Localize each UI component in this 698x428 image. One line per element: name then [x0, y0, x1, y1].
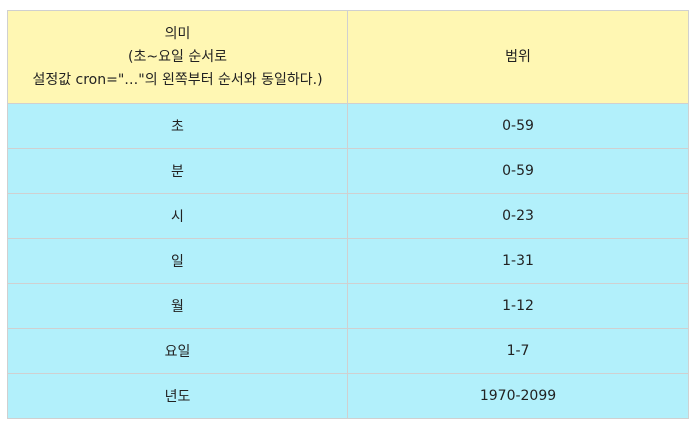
row-range: 0-59 — [347, 103, 689, 149]
table-row: 시 0-23 — [7, 193, 689, 239]
row-range: 0-59 — [347, 148, 689, 194]
table-row: 월 1-12 — [7, 283, 689, 329]
header-meaning: 의미 (초~요일 순서로 설정값 cron="…"의 왼쪽부터 순서와 동일하다… — [7, 10, 348, 104]
row-meaning: 일 — [7, 238, 348, 284]
row-meaning: 년도 — [7, 373, 348, 419]
header-meaning-line-1: 의미 — [164, 25, 191, 42]
row-meaning: 월 — [7, 283, 348, 329]
table-row: 분 0-59 — [7, 148, 689, 194]
cron-fields-table: 의미 (초~요일 순서로 설정값 cron="…"의 왼쪽부터 순서와 동일하다… — [7, 10, 689, 419]
row-range: 1-12 — [347, 283, 689, 329]
header-range: 범위 — [347, 10, 689, 104]
table-header-row: 의미 (초~요일 순서로 설정값 cron="…"의 왼쪽부터 순서와 동일하다… — [7, 10, 689, 104]
row-range: 1-7 — [347, 328, 689, 374]
row-meaning: 요일 — [7, 328, 348, 374]
header-meaning-line-3: 설정값 cron="…"의 왼쪽부터 순서와 동일하다.) — [32, 71, 323, 88]
table-row: 요일 1-7 — [7, 328, 689, 374]
cron-fields-table-container: 의미 (초~요일 순서로 설정값 cron="…"의 왼쪽부터 순서와 동일하다… — [7, 10, 689, 419]
row-meaning: 시 — [7, 193, 348, 239]
table-row: 일 1-31 — [7, 238, 689, 284]
row-range: 0-23 — [347, 193, 689, 239]
header-meaning-line-2: (초~요일 순서로 — [128, 48, 227, 65]
table-row: 초 0-59 — [7, 103, 689, 149]
table-row: 년도 1970-2099 — [7, 373, 689, 419]
row-meaning: 초 — [7, 103, 348, 149]
row-range: 1-31 — [347, 238, 689, 284]
row-range: 1970-2099 — [347, 373, 689, 419]
row-meaning: 분 — [7, 148, 348, 194]
